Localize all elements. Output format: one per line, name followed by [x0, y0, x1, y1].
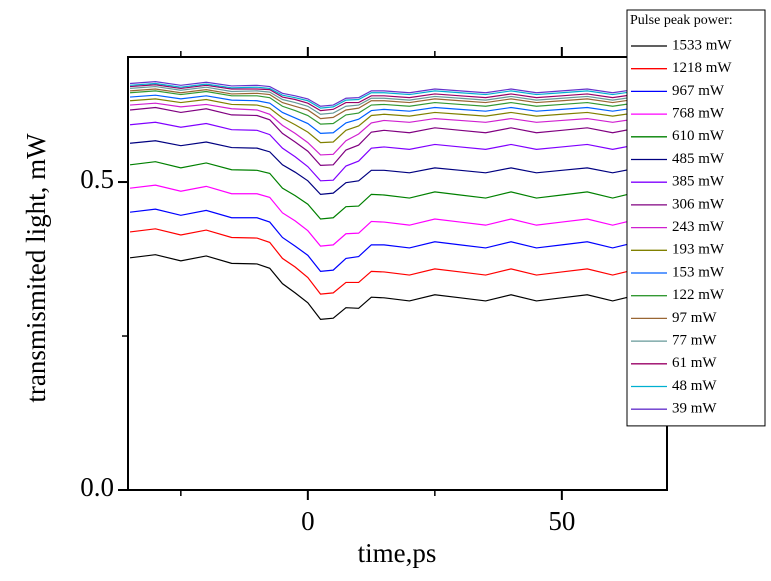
legend-label: 122 mW [672, 287, 725, 303]
data-line [129, 208, 664, 272]
legend-label: 610 mW [672, 128, 725, 144]
data-line [129, 94, 664, 134]
legend-label: 967 mW [672, 83, 725, 99]
data-line [129, 161, 664, 220]
data-line [129, 85, 664, 115]
data-line [129, 81, 664, 107]
data-line [129, 102, 664, 156]
data-line [129, 82, 664, 109]
data-line [129, 121, 664, 182]
legend-label: 39 mW [672, 401, 717, 417]
data-line [129, 184, 664, 247]
y-axis-label: transmismited light, mW [21, 133, 51, 403]
legend-label: 61 mW [672, 355, 717, 371]
legend: Pulse peak power: 1533 mW 1218 mW 967 mW 768… [626, 9, 766, 427]
data-line [129, 228, 664, 295]
legend-label: 768 mW [672, 106, 725, 122]
legend-label: 1533 mW [672, 37, 732, 53]
legend-label: 97 mW [672, 310, 717, 326]
data-line [129, 90, 664, 125]
y-tick-label: 0.5 [80, 164, 114, 194]
data-line [129, 254, 664, 321]
legend-label: 243 mW [672, 219, 725, 235]
legend-label: 153 mW [672, 264, 725, 280]
legend-label: 193 mW [672, 242, 725, 258]
data-line [129, 98, 664, 144]
y-tick-label: 0.0 [80, 472, 114, 502]
legend-label: 1218 mW [672, 60, 732, 76]
data-line [129, 106, 664, 167]
legend-box [626, 9, 766, 427]
data-line [129, 140, 664, 195]
data-line [129, 88, 664, 120]
legend-label: 77 mW [672, 333, 717, 349]
legend-label: 485 mW [672, 151, 725, 167]
x-axis-label: time,ps [358, 538, 437, 568]
x-tick-label: 50 [548, 506, 575, 536]
x-tick-label: 0 [301, 506, 315, 536]
legend-label: 385 mW [672, 174, 725, 190]
legend-label: 306 mW [672, 196, 725, 212]
legend-label: 48 mW [672, 378, 717, 394]
legend-title: Pulse peak power: [630, 13, 733, 28]
data-line [129, 84, 664, 112]
